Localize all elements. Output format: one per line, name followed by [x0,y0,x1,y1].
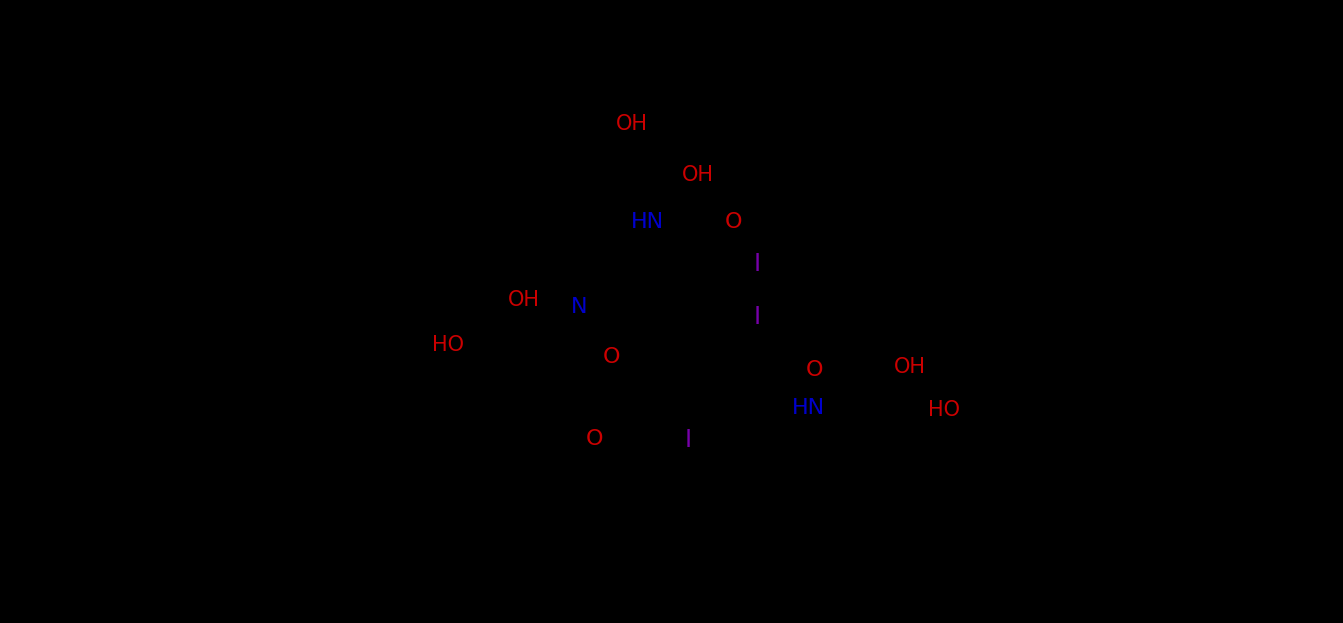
Text: I: I [685,428,692,452]
Text: O: O [806,359,823,379]
Text: OH: OH [893,356,925,376]
Text: OH: OH [616,114,649,134]
Text: O: O [603,348,620,368]
Text: HO: HO [928,401,960,421]
Text: N: N [571,297,587,316]
Text: HN: HN [792,398,826,418]
Text: HO: HO [431,335,463,355]
Text: OH: OH [682,165,714,185]
Text: O: O [725,212,743,232]
Text: I: I [753,305,761,328]
Text: I: I [753,252,761,276]
Text: OH: OH [508,290,540,310]
Text: HN: HN [631,212,665,232]
Text: O: O [586,429,603,449]
